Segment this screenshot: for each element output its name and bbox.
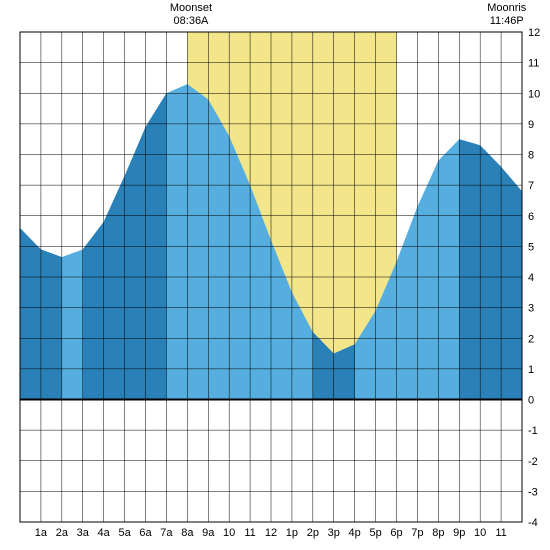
x-tick: 10 [474,527,486,539]
x-tick: 7a [160,527,173,539]
x-tick: 1a [35,527,48,539]
x-tick: 4p [349,527,361,539]
y-tick: 10 [528,88,540,100]
y-tick: 8 [528,150,534,162]
x-tick: 2a [56,527,69,539]
y-tick: 11 [528,58,539,70]
x-tick: 3p [328,527,340,539]
x-tick: 12 [265,527,277,539]
x-tick: 11 [244,527,255,539]
moonset-time: 08:36A [170,15,212,28]
y-tick: 3 [528,303,534,315]
y-tick: 0 [528,395,534,407]
y-tick: 6 [528,211,534,223]
y-tick: -4 [528,517,538,529]
y-tick: -1 [528,425,538,437]
moon-labels: Moonset 08:36A Moonris 11:46P [0,2,550,30]
y-tick: 1 [528,364,534,376]
x-tick: 7p [411,527,423,539]
x-tick: 8a [181,527,194,539]
x-tick: 10 [223,527,235,539]
y-tick: -3 [528,486,538,498]
x-tick: 11 [495,527,506,539]
x-tick: 6p [390,527,402,539]
chart-svg: -4-3-2-101234567891011121a2a3a4a5a6a7a8a… [0,0,550,550]
moonset-label: Moonset 08:36A [170,2,212,27]
x-tick: 5a [118,527,131,539]
moonrise-title: Moonris [487,2,526,15]
x-tick: 8p [432,527,444,539]
moonrise-label: Moonris 11:46P [487,2,526,27]
y-tick: 5 [528,241,534,253]
y-tick: 9 [528,119,534,131]
x-tick: 6a [139,527,152,539]
x-tick: 9p [453,527,465,539]
moonset-title: Moonset [170,2,212,15]
x-tick: 5p [369,527,381,539]
y-tick: 2 [528,333,534,345]
x-tick: 9a [202,527,215,539]
x-tick: 4a [98,527,111,539]
x-tick: 2p [307,527,319,539]
y-tick: -2 [528,456,538,468]
y-tick: 4 [528,272,534,284]
tide-chart: Moonset 08:36A Moonris 11:46P -4 -3 -2 -1 0 1… [0,0,550,550]
x-tick: 1p [286,527,298,539]
x-tick: 3a [77,527,90,539]
y-tick: 7 [528,180,534,192]
moonrise-time: 11:46P [487,15,526,28]
